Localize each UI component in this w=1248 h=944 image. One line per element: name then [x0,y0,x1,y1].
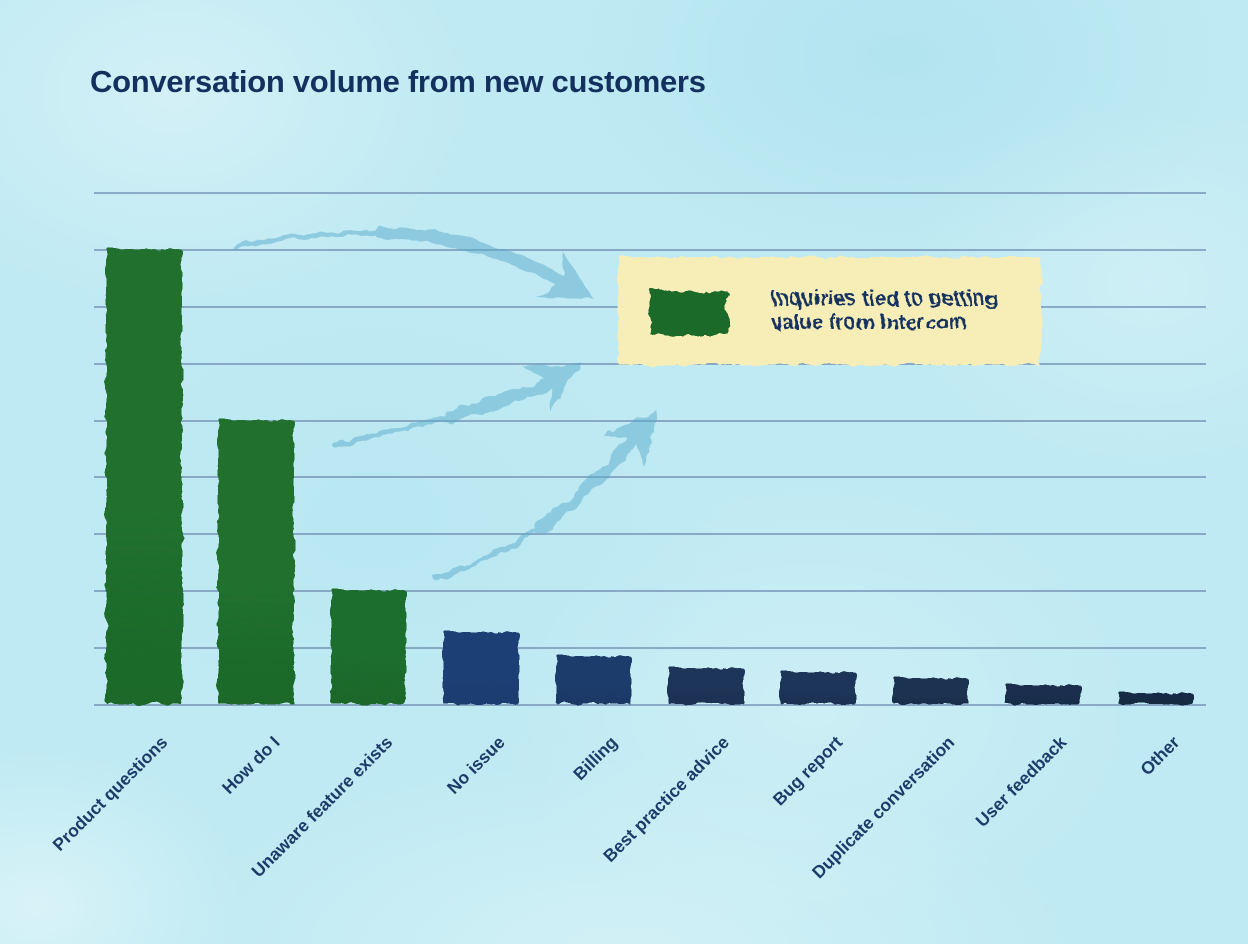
gridline [94,590,1206,593]
gridline [94,704,1206,706]
gridline [94,533,1206,536]
gridline [94,476,1206,479]
legend-label-line1: Inquiries tied to getting [771,286,998,310]
legend-label: Inquiries tied to getting value from Int… [771,287,998,335]
legend-label-line2: value from Intercom [771,311,967,334]
bar-duplicate-conversation [892,677,969,704]
arrow-from-bar-3 [433,410,658,581]
gridline [94,248,1206,251]
gridline [94,192,1206,194]
bar-unaware-feature-exists [330,590,407,704]
legend-swatch [650,291,728,335]
arrow-from-bar-1 [231,226,595,300]
bar-best-practice-advice [668,667,744,704]
bar-billing [555,656,632,704]
bar-bug-report [780,671,856,704]
bar-user-feedback [1005,684,1081,704]
bar-no-issue [443,631,519,704]
legend: Inquiries tied to getting value from Int… [618,257,1041,365]
bar-how-do-i [218,419,294,704]
bar-product-questions [106,248,182,704]
gridline [94,647,1206,650]
chart-title: Conversation volume from new customers [90,64,706,99]
arrow-from-bar-2 [331,363,583,447]
bar-other [1117,692,1194,704]
